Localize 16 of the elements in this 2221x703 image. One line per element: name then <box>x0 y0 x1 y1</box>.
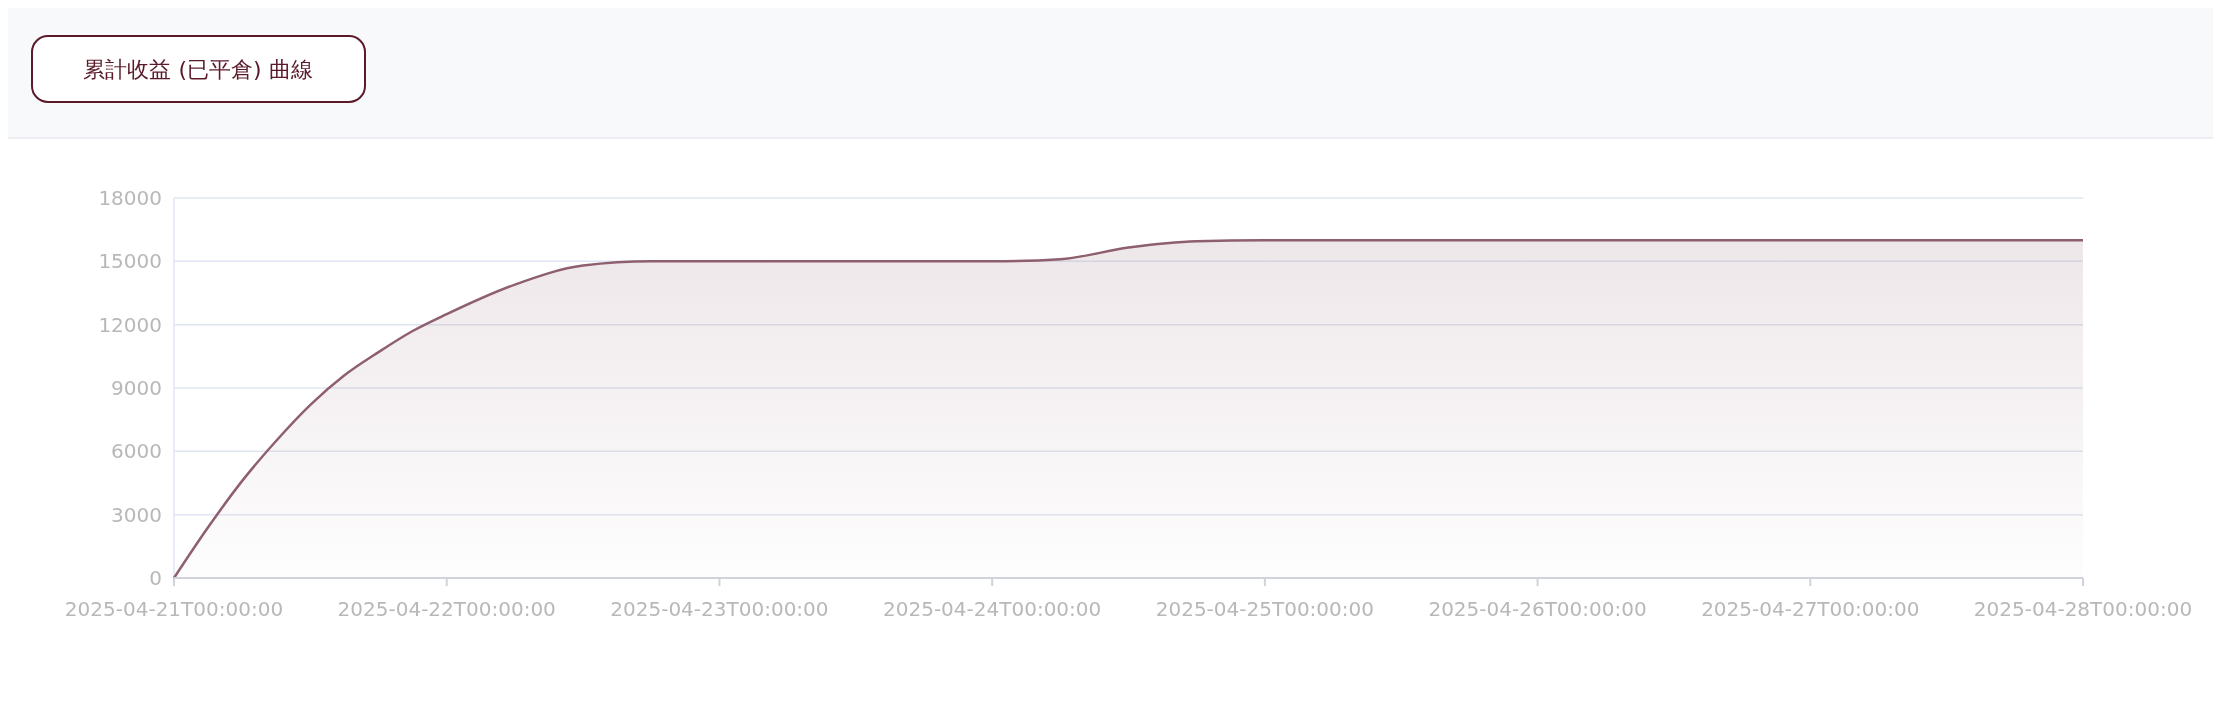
y-tick-label: 3000 <box>111 502 162 527</box>
x-tick-label: 2025-04-25T00:00:00 <box>1155 597 1374 621</box>
y-tick-label: 9000 <box>111 376 162 400</box>
y-tick-label: 18000 <box>98 186 162 210</box>
y-tick-label: 6000 <box>111 439 162 464</box>
x-tick-label: 2025-04-26T00:00:00 <box>1428 597 1647 621</box>
x-tick-label: 2025-04-24T00:00:00 <box>883 597 1102 621</box>
y-tick-label: 0 <box>149 566 162 590</box>
x-tick-label: 2025-04-27T00:00:00 <box>1701 597 1920 621</box>
y-tick-label: 12000 <box>98 312 162 337</box>
chart-title: 累計收益 (已平倉) 曲線 <box>83 56 313 82</box>
x-tick-label: 2025-04-22T00:00:00 <box>337 597 556 621</box>
y-tick-label: 15000 <box>98 249 162 274</box>
x-tick-label: 2025-04-21T00:00:00 <box>64 597 284 621</box>
x-tick-label: 2025-04-28T00:00:00 <box>1973 597 2193 621</box>
x-tick-label: 2025-04-23T00:00:00 <box>610 597 829 621</box>
